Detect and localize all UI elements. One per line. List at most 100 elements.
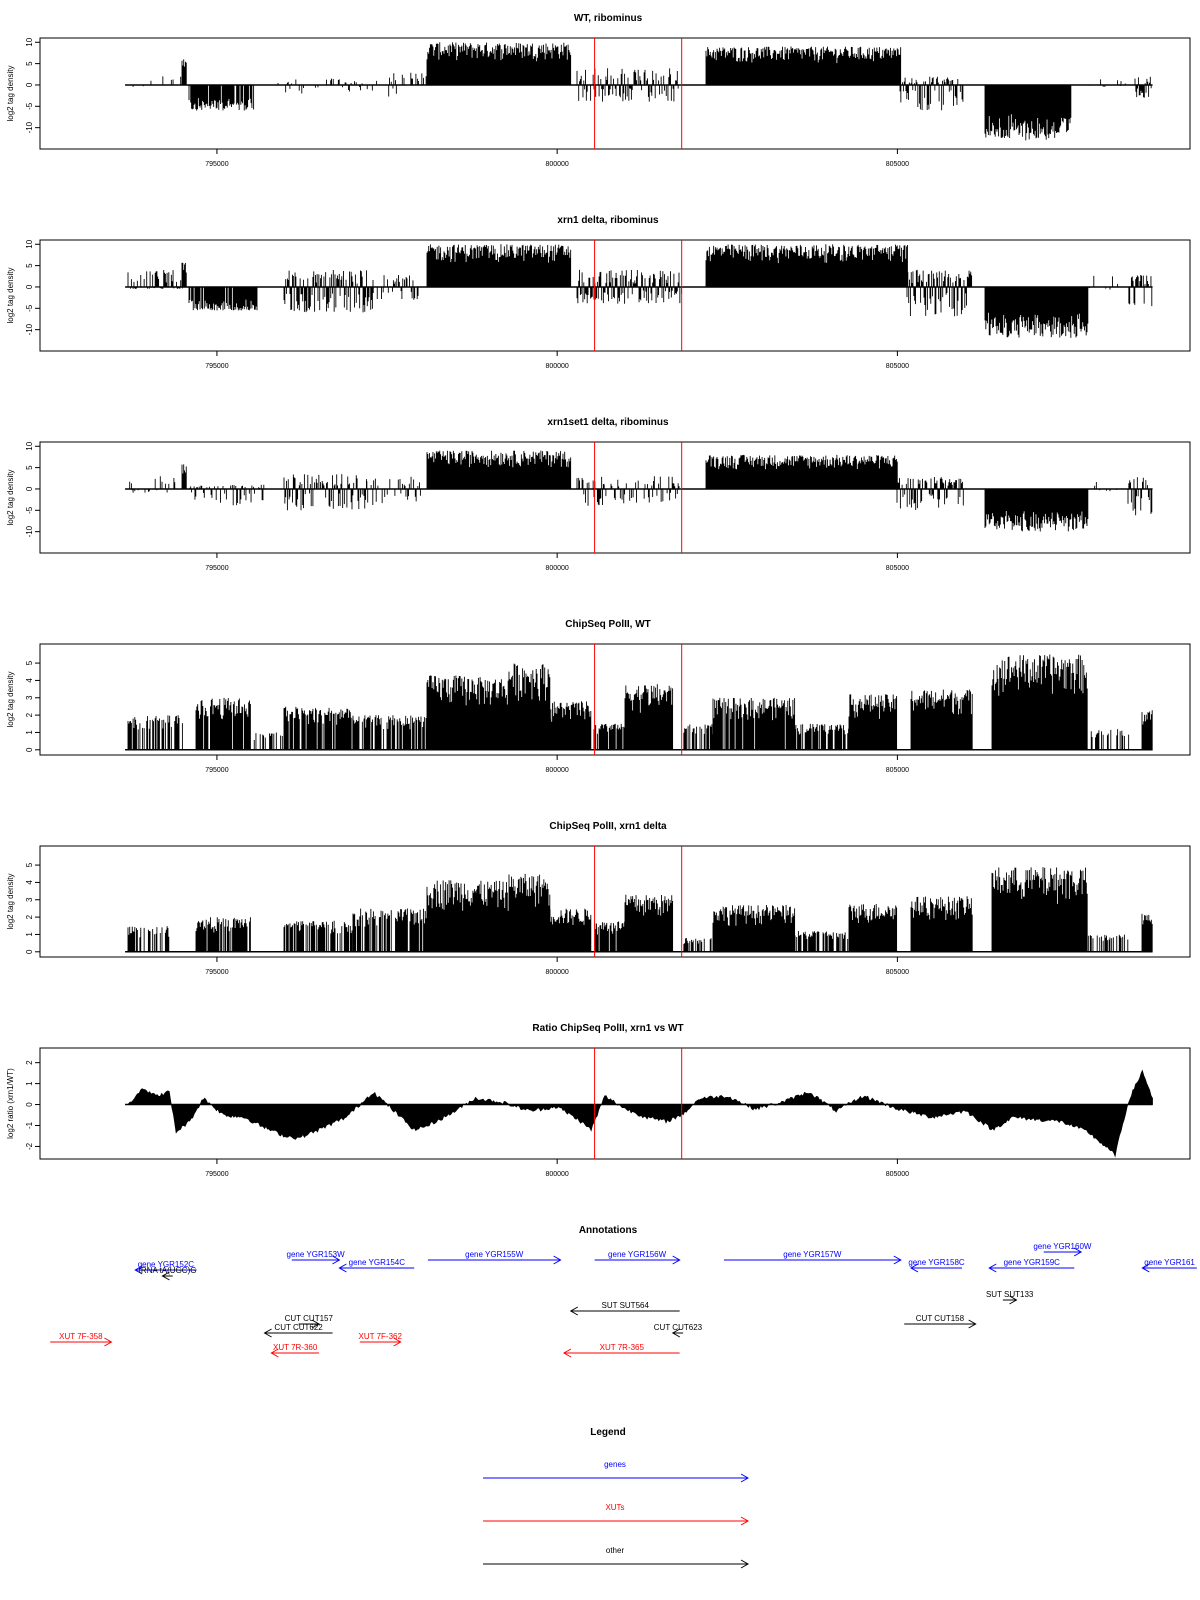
annotation-label: SUT SUT133 [986,1290,1034,1299]
arrow-head-icon [988,1263,997,1273]
y-tick-label: 0 [25,82,34,87]
arrow-head-icon [393,1337,402,1347]
chart-panel-6: Ratio ChipSeq PolII, xrn1 vs WT log2 rati… [6,1023,1191,1178]
signal-segment [683,938,712,952]
y-tick-label: 10 [25,37,34,46]
signal-segment [1086,934,1129,952]
y-tick-label: 10 [25,239,34,248]
y-tick-label: 10 [25,441,34,450]
signal-segment [474,677,510,750]
arrow-head-icon [671,1328,681,1338]
signal-segment [896,476,964,511]
annotation-xut-7f-358: XUT 7F-358 [50,1332,113,1347]
y-tick-label: 0 [25,747,34,752]
y-tick-label: 0 [25,1102,34,1107]
chart-panel-4: ChipSeq PolII, WT log2 tag density 0 1 2 3 4 5 7… [6,619,1191,774]
signal-segment [1127,477,1153,516]
signal-segment [1128,275,1153,307]
signal-segment [189,484,265,506]
y-tick-label: 5 [25,263,34,268]
annotation-label: CUT CUT623 [654,1323,703,1332]
annotation-gene-ygr152c: gene YGR152C [134,1260,197,1275]
x-tick-label: 795000 [205,363,228,370]
signal-segment [624,684,674,750]
signal-segment [283,920,353,952]
plot-frame [39,441,1191,554]
signal-segment [593,723,626,750]
signal-segment [1094,481,1118,492]
annotation-gene-ygr155w: gene YGR155W [427,1250,562,1265]
signal-segment [712,697,796,750]
arrow-head-icon [134,1265,143,1275]
x-tick-label: 800000 [545,969,568,976]
data-layer [125,1069,1153,1158]
y-axis-label: log2 tag density [6,873,15,929]
y-tick-label: 1 [25,932,34,937]
annotation-label: gene YGR159C [1004,1258,1061,1267]
annotation-label: gene YGR161 [1144,1258,1195,1267]
y-tick-label: 0 [25,284,34,289]
annotation-sut-sut133: SUT SUT133 [986,1290,1034,1305]
signal-segment [848,694,898,750]
arrow-head-icon [740,1559,750,1569]
y-tick-label: 5 [25,660,34,665]
y-tick-label: 5 [25,862,34,867]
x-tick-label: 795000 [205,1171,228,1178]
x-tick-label: 805000 [886,161,909,168]
x-tick-label: 800000 [545,363,568,370]
annotation-cut-cut158: CUT CUT158 [904,1314,977,1329]
signal-segment [794,931,850,952]
signal-segment [991,654,1088,750]
chart-panel-1: WT, ribominus log2 tag density -10 -5 0 5 10 79… [6,13,1191,168]
annotation-label: tRNA tA(UGC)G [139,1266,197,1275]
arrow-head-icon [740,1473,750,1483]
plot-frame [39,1047,1191,1160]
signal-segment [984,84,1072,141]
arrow-head-icon [311,1319,321,1329]
annotation-cut-cut623: CUT CUT623 [654,1323,703,1338]
signal-segment [283,706,354,750]
x-tick-label: 800000 [545,767,568,774]
annotation-label: gene YGR152C [138,1260,195,1269]
signal-segment [794,723,850,750]
annotation-xut-7r-360: XUT 7R-360 [270,1343,319,1358]
annotation-xut-7r-365: XUT 7R-365 [562,1343,680,1358]
y-tick-label: 1 [25,1081,34,1086]
signal-segment [188,286,258,311]
signal-segment [188,84,255,111]
arrow-head-icon [263,1328,272,1338]
legend-panel: Legend genes XUTs other [483,1427,750,1569]
y-axis-label: log2 tag density [6,671,15,727]
x-tick-label: 795000 [205,767,228,774]
signal-segment [127,926,170,952]
signal-segment [594,921,626,952]
annotation-label: CUT CUT622 [274,1323,323,1332]
annotation-cut-cut622: CUT CUT622 [263,1323,333,1338]
y-tick-label: 3 [25,695,34,700]
annotation-cut-cut157: CUT CUT157 [285,1314,333,1329]
arrow-head-icon [569,1306,579,1316]
y-tick-label: -1 [25,1121,34,1129]
signal-segment [549,908,592,952]
x-tick-label: 795000 [205,969,228,976]
arrow-head-icon [740,1516,750,1526]
chart-title: WT, ribominus [574,13,643,24]
signal-segment [181,59,187,85]
y-axis-label: log2 tag density [6,469,15,525]
y-tick-label: -10 [25,525,34,537]
chart-title: xrn1set1 delta, ribominus [547,417,669,428]
signal-segment [426,244,572,287]
signal-segment [624,894,674,952]
y-tick-label: -10 [25,323,34,335]
plot-frame [39,239,1191,352]
y-tick-label: -2 [25,1142,34,1150]
arrow-head-icon [338,1263,347,1273]
x-tick-label: 795000 [205,565,228,572]
chart-title: ChipSeq PolII, xrn1 delta [549,821,667,832]
signal-segment [366,476,421,505]
arrow-head-icon [1009,1295,1018,1305]
signal-segment [277,78,378,94]
data-layer [125,450,1153,532]
